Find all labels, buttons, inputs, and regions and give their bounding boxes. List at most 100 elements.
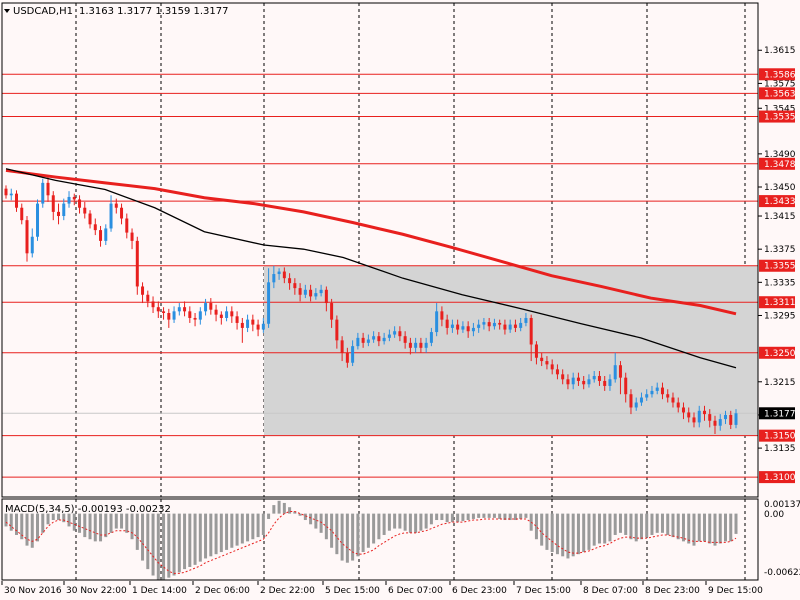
macd-bar [20,513,24,540]
candle-body-up [104,228,108,241]
macd-bar [624,513,628,535]
macd-signal-line [5,510,737,574]
level-tag-label: 1.3433 [764,197,796,207]
candle-body-down [713,420,717,426]
y-tick-label: 1.3575 [764,79,796,89]
candle-body-up [67,196,71,204]
macd-bar [261,513,265,535]
macd-bar [482,513,486,518]
macd-bar [650,513,654,535]
macd-bar [718,513,722,544]
macd-bar [450,513,454,523]
macd-bar [587,513,591,550]
candle-body-up [734,413,738,425]
macd-bar [193,513,197,565]
candle-body-down [156,307,160,312]
macd-tick-label: 0.00137 [764,500,800,510]
candle-body-down [293,283,297,289]
candle-body-down [576,377,580,381]
candle-body-down [445,319,449,328]
macd-bar [51,513,55,521]
candle-body-up [424,342,428,348]
macd-bar [303,513,307,521]
candle-body-down [729,414,733,425]
candle-body-up [314,293,318,297]
level-tag [759,296,795,309]
macd-panel [4,500,738,580]
macd-bar [172,513,176,576]
candle-body-up [461,326,465,330]
macd-bar [697,513,701,542]
macd-bar [613,513,617,535]
macd-bar [513,513,517,521]
macd-bar [214,513,218,555]
candle-body-down [251,319,255,325]
candle-body-down [440,311,444,320]
macd-bar [198,513,202,562]
candle-body-up [393,331,397,335]
macd-bar [130,513,134,540]
macd-bar [456,513,460,523]
candle-body-down [335,319,339,341]
candle-body-down [487,322,491,327]
candle-body-up [372,336,376,340]
candle-body-down [256,324,260,330]
candle-body-down [456,324,460,330]
macd-bar [666,513,670,535]
candle-body-up [592,375,596,380]
candle-body-down [582,380,586,385]
candle-body-up [450,324,454,328]
symbol-label: USDCAD,H1 [13,6,73,17]
dropdown-arrow-icon[interactable] [4,9,10,13]
macd-bar [655,513,659,533]
candle-body-up [519,322,523,328]
candle-body-down [534,344,538,358]
candle-body-down [25,220,29,254]
candle-body-up [723,414,727,420]
candle-body-up [225,311,229,318]
x-tick-label: 6 Dec 07:00 [388,586,443,596]
macd-bar [592,513,596,546]
macd-bar [702,513,706,542]
candle-body-down [99,230,103,241]
candle-body-up [356,337,360,347]
candle-body-up [613,365,617,380]
candle-body-up [382,337,386,342]
candle-body-down [550,364,554,370]
y-tick-label: 1.3490 [764,150,796,160]
y-tick-label: 1.3450 [764,183,796,193]
macd-bar [188,513,192,567]
macd-bar [146,513,150,570]
candle-body-down [330,303,334,320]
macd-bar [372,513,376,544]
macd-bar [83,513,87,538]
candle-body-down [666,394,670,398]
macd-bar [634,513,638,542]
candle-body-up [204,303,208,312]
y-tick-label: 1.3375 [764,245,796,255]
price-panel-frame [1,2,759,498]
macd-bar [708,513,712,544]
macd-bar [309,513,313,525]
candle-body-down [146,294,150,302]
x-tick-label: 5 Dec 15:00 [325,586,380,596]
macd-bar [681,513,685,542]
macd-bar [571,513,575,557]
level-tag-label: 1.3586 [764,70,796,80]
x-tick-label: 30 Nov 2016 [4,586,62,596]
macd-bar [256,513,260,538]
level-tag [759,346,795,359]
level-tag [759,259,795,272]
y-tick-label: 1.3295 [764,311,796,321]
candle-body-down [309,289,313,297]
candle-body-down [135,240,139,287]
candle-body-down [408,342,412,348]
x-tick-label: 9 Dec 15:00 [708,586,763,596]
macd-bar [445,513,449,523]
candle-body-down [15,193,19,208]
candle-body-down [46,182,50,196]
candle-body-down [624,377,628,395]
candle-body-up [351,346,355,363]
macd-bar [639,513,643,540]
macd-bar [330,513,334,548]
